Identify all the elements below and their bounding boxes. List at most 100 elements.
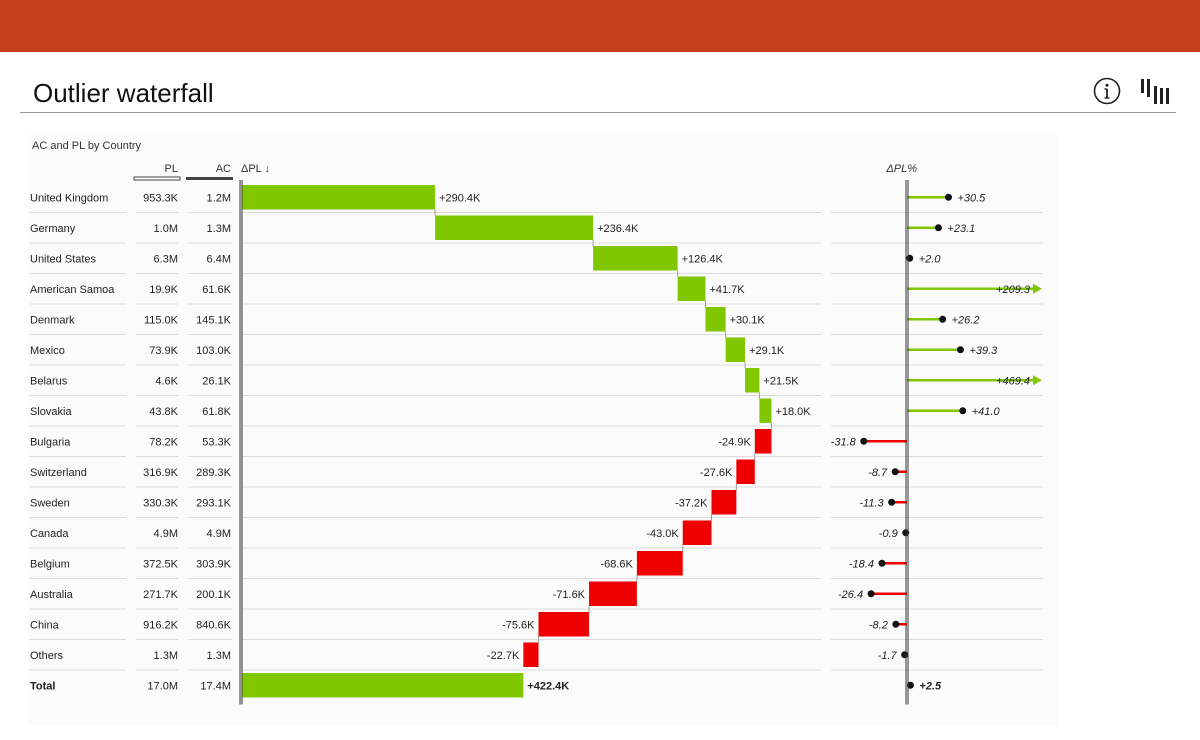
ac-value: 103.0K <box>196 345 232 357</box>
outlier-arrow-icon <box>1033 283 1042 294</box>
delta-value-label: -27.6K <box>700 467 733 479</box>
country-label: Total <box>30 680 55 692</box>
percent-pin-dot <box>906 254 914 262</box>
percent-value-label: -1.7 <box>878 650 898 662</box>
ac-value: 840.6K <box>196 619 232 631</box>
percent-value-label: +41.0 <box>972 406 1001 418</box>
country-label: Denmark <box>30 314 75 326</box>
percent-value-label: +26.2 <box>952 314 980 326</box>
pl-value: 78.2K <box>149 436 178 448</box>
delta-pl-column-header: ΔPL ↓ <box>241 163 270 175</box>
percent-value-label: -8.7 <box>868 467 888 479</box>
pl-value: 4.6K <box>155 375 178 387</box>
country-label: Australia <box>30 589 74 601</box>
country-label: Belgium <box>30 558 70 570</box>
percent-value-label: +209.3 <box>996 284 1031 296</box>
delta-value-label: -75.6K <box>502 619 535 631</box>
pl-column-header: PL <box>165 163 178 175</box>
delta-value-label: -68.6K <box>600 558 633 570</box>
percent-value-label: -0.9 <box>879 528 898 540</box>
waterfall-bar <box>435 215 594 240</box>
waterfall-bar <box>711 490 737 515</box>
waterfall-bar <box>241 673 524 698</box>
chart-panel: AC and PL by Country PL AC ΔPL ↓ ΔPL% United … <box>28 135 1058 725</box>
waterfall-bar <box>538 612 590 637</box>
country-label: China <box>30 619 60 631</box>
country-label: United Kingdom <box>30 192 108 204</box>
pl-header-marker <box>133 176 181 181</box>
ac-value: 1.3M <box>207 650 231 662</box>
country-label: Canada <box>30 528 69 540</box>
delta-value-label: +290.4K <box>439 192 481 204</box>
ac-value: 1.2M <box>207 192 231 204</box>
delta-value-label: +41.7K <box>709 284 745 296</box>
country-label: Sweden <box>30 497 70 509</box>
delta-value-label: -24.9K <box>718 436 751 448</box>
percent-pin-dot <box>939 315 947 323</box>
percent-value-label: -11.3 <box>859 497 884 509</box>
percent-value-label: +2.0 <box>919 253 942 265</box>
percent-pin-dot <box>901 651 909 659</box>
waterfall-bar <box>677 276 706 301</box>
delta-value-label: +236.4K <box>597 223 639 235</box>
page-title: Outlier waterfall <box>33 78 214 108</box>
delta-value-label: -22.7K <box>487 650 520 662</box>
ac-value: 145.1K <box>196 314 232 326</box>
percent-pin-dot <box>888 498 896 506</box>
percent-pin-dot <box>959 407 967 415</box>
country-label: Belarus <box>30 375 68 387</box>
pl-value: 73.9K <box>149 345 178 357</box>
delta-value-label: +18.0K <box>775 406 811 418</box>
ac-value: 17.4M <box>200 680 231 692</box>
percent-value-label: -31.8 <box>831 436 857 448</box>
pl-value: 271.7K <box>143 589 179 601</box>
waterfall-bar <box>705 307 726 332</box>
delta-value-label: +21.5K <box>763 375 799 387</box>
waterfall-bar <box>725 337 746 362</box>
pl-value: 43.8K <box>149 406 178 418</box>
delta-value-label: -71.6K <box>553 589 586 601</box>
ac-value: 293.1K <box>196 497 232 509</box>
percent-value-label: +469.4 <box>996 375 1030 387</box>
percent-pin-dot <box>934 224 942 232</box>
pl-value: 330.3K <box>143 497 179 509</box>
delta-value-label: +422.4K <box>527 680 569 692</box>
delta-value-label: +29.1K <box>749 345 785 357</box>
country-label: Mexico <box>30 345 65 357</box>
ac-value: 289.3K <box>196 467 232 479</box>
ac-column-header: AC <box>216 163 231 175</box>
percent-pin-dot <box>892 620 900 628</box>
top-accent-bar <box>0 0 1200 52</box>
country-label: American Samoa <box>30 284 115 296</box>
percent-pin-dot <box>860 437 868 445</box>
percent-pin-dot <box>906 681 914 689</box>
info-icon[interactable] <box>1093 77 1121 105</box>
waterfall-bar <box>589 581 637 606</box>
title-divider <box>20 112 1176 113</box>
waterfall-bar <box>759 398 772 423</box>
percent-value-label: -8.2 <box>869 619 888 631</box>
ac-header-marker <box>186 177 233 180</box>
pl-value: 1.0M <box>154 223 178 235</box>
country-label: Bulgaria <box>30 436 71 448</box>
waterfall-bar <box>636 551 683 576</box>
waterfall-bar <box>736 459 755 484</box>
pl-value: 19.9K <box>149 284 178 296</box>
percent-pin-dot <box>867 590 875 598</box>
percent-value-label: -26.4 <box>838 589 863 601</box>
pl-value: 6.3M <box>154 253 178 265</box>
country-label: Germany <box>30 223 76 235</box>
percent-pin-dot <box>944 193 952 201</box>
percent-pin-dot <box>956 346 964 354</box>
delta-value-label: -37.2K <box>675 497 708 509</box>
ac-value: 1.3M <box>207 223 231 235</box>
delta-pl-percent-header: ΔPL% <box>885 163 917 175</box>
chart-subtitle: AC and PL by Country <box>32 140 142 152</box>
pl-value: 1.3M <box>154 650 178 662</box>
waterfall-bar <box>682 520 712 545</box>
ac-value: 6.4M <box>207 253 231 265</box>
zebra-bi-logo-icon[interactable] <box>1140 78 1172 106</box>
pl-value: 916.2K <box>143 619 179 631</box>
percent-value-label: +23.1 <box>947 223 975 235</box>
country-label: Switzerland <box>30 467 87 479</box>
